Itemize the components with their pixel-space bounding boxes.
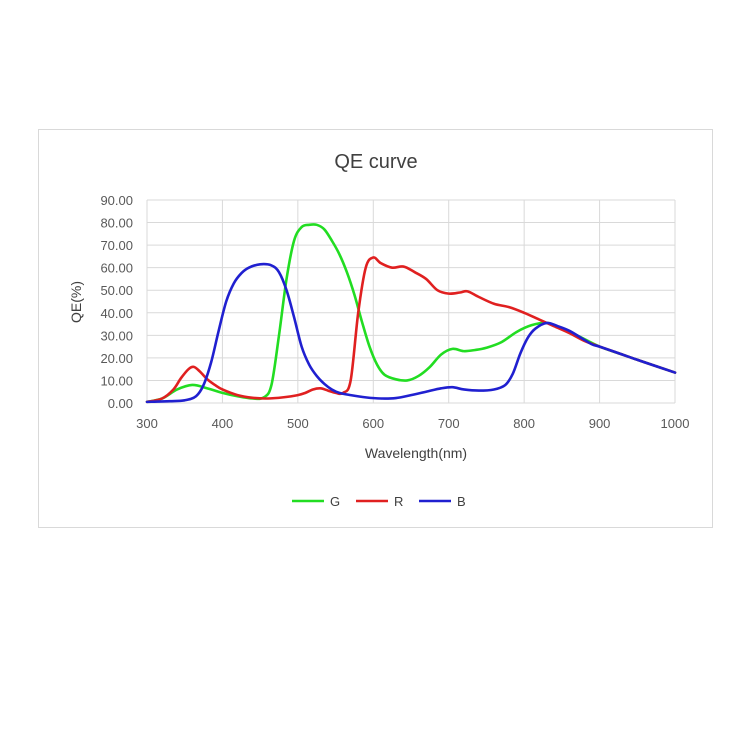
x-tick-label: 300 [136,416,158,431]
series-line-b [145,262,677,404]
y-tick-label: 90.00 [100,193,133,208]
x-tick-label: 700 [438,416,460,431]
y-tick-label: 0.00 [108,396,133,411]
legend-label-b: B [457,494,466,509]
x-tick-label: 500 [287,416,309,431]
legend-label-r: R [394,494,403,509]
x-tick-label: 800 [513,416,535,431]
qe-chart: QE curve 0.00 10.00 20.00 30.00 40.00 50.00 60… [68,151,689,509]
y-tick-label: 80.00 [100,216,133,231]
y-tick-label: 20.00 [100,351,133,366]
x-axis-title: Wavelength(nm) [365,445,467,461]
y-tick-label: 40.00 [100,306,133,321]
x-axis-ticks: 300 400 500 600 700 800 900 1000 [136,416,689,431]
y-axis-ticks: 0.00 10.00 20.00 30.00 40.00 50.00 60.00 70.00 8… [100,193,133,411]
series-line-r [145,256,677,404]
x-tick-label: 400 [212,416,234,431]
chart-container: QE curve 0.00 10.00 20.00 30.00 40.00 50.00 60… [38,129,713,528]
y-tick-label: 10.00 [100,373,133,388]
series-lines [145,223,677,404]
legend-label-g: G [330,494,340,509]
y-axis-title: QE(%) [68,281,84,323]
grid [146,199,676,404]
x-tick-label: 900 [589,416,611,431]
y-tick-label: 30.00 [100,328,133,343]
y-tick-label: 60.00 [100,261,133,276]
x-tick-label: 1000 [661,416,690,431]
y-tick-label: 70.00 [100,238,133,253]
chart-title: QE curve [334,151,417,173]
x-tick-label: 600 [362,416,384,431]
y-tick-label: 50.00 [100,283,133,298]
